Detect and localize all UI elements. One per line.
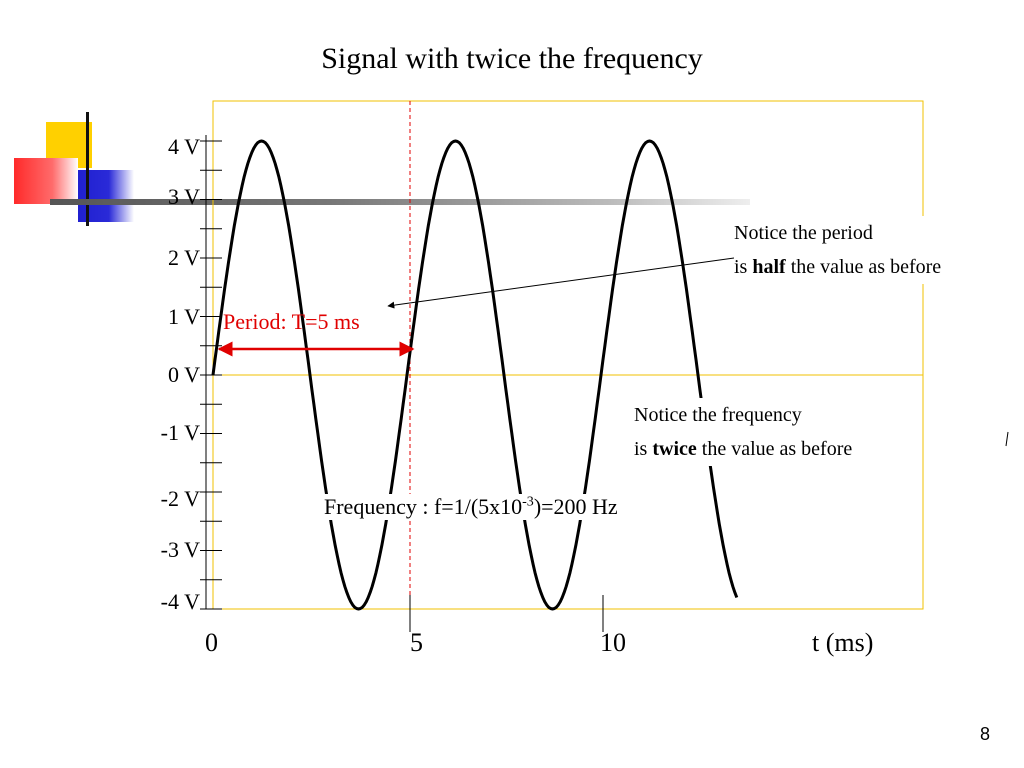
deco-vertical-bar [86, 112, 89, 226]
page-number: 8 [980, 724, 991, 744]
frequency-note-bold: twice [652, 438, 697, 460]
period-note-bold: half [752, 256, 786, 278]
period-note-line1: Notice the period [734, 222, 873, 244]
frequency-formula: Frequency : f=1/(5x10-3)=200 Hz [324, 494, 618, 520]
x-label-10: 10 [600, 628, 626, 657]
edge-mark [1005, 431, 1009, 447]
y-label-m3v: -3 V [160, 537, 200, 562]
frequency-formula-suffix: )=200 Hz [533, 494, 618, 519]
notice-arrow [387, 257, 735, 309]
frequency-formula-exponent: -3 [522, 494, 534, 510]
y-label-4v: 4 V [168, 134, 200, 159]
y-label-m1v: -1 V [160, 420, 200, 445]
sine-wave [211, 139, 739, 611]
period-label: Period: T=5 ms [223, 309, 360, 334]
x-axis-title: t (ms) [812, 628, 874, 657]
period-note: Notice the period is half the value as b… [734, 216, 946, 284]
deco-horizontal-bar [50, 199, 750, 205]
slide-title: Signal with twice the frequency [321, 42, 703, 75]
frequency-formula-prefix: Frequency : f=1/(5x10 [324, 494, 523, 519]
frequency-note-prefix: is [634, 438, 653, 460]
plot-frame [212, 100, 924, 610]
period-note-suffix: the value as before [785, 256, 942, 278]
period-note-prefix: is [734, 256, 753, 278]
y-label-0v: 0 V [168, 362, 200, 387]
y-tick-marks [200, 140, 222, 610]
period-note-line2: is half the value as before [734, 250, 941, 284]
frequency-note-line1: Notice the frequency [634, 404, 802, 426]
x-label-5: 5 [410, 628, 423, 657]
y-label-2v: 2 V [168, 245, 200, 270]
deco-red-square [14, 158, 78, 204]
frequency-note-suffix: the value as before [696, 438, 853, 460]
frequency-note: Notice the frequency is twice the value … [606, 398, 863, 466]
frequency-note-line2: is twice the value as before [634, 432, 852, 466]
y-label-1v: 1 V [168, 304, 200, 329]
x-label-0: 0 [205, 628, 218, 657]
y-label-3v: 3 V [168, 184, 200, 209]
y-label-m2v: -2 V [160, 486, 200, 511]
y-label-m4v: -4 V [160, 589, 200, 614]
